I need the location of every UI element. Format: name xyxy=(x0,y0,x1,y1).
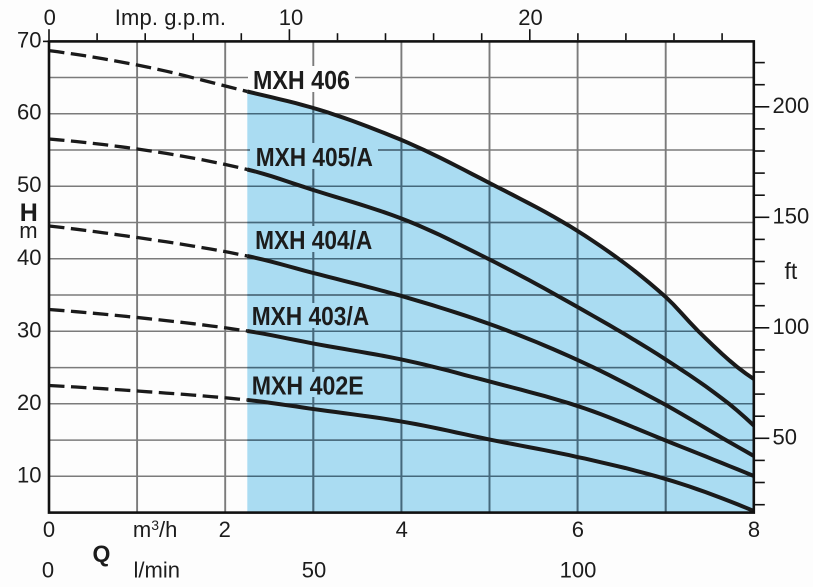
svg-text:2: 2 xyxy=(219,517,231,542)
svg-text:0: 0 xyxy=(42,557,54,582)
svg-text:30: 30 xyxy=(17,317,41,342)
svg-text:50: 50 xyxy=(17,172,41,197)
svg-text:50: 50 xyxy=(773,425,797,450)
svg-text:0: 0 xyxy=(44,5,56,30)
svg-text:MXH 402E: MXH 402E xyxy=(252,372,364,400)
svg-text:60: 60 xyxy=(17,100,41,125)
svg-text:8: 8 xyxy=(748,517,760,542)
svg-text:4: 4 xyxy=(396,517,408,542)
svg-text:m: m xyxy=(19,218,37,243)
svg-text:MXH 405/A: MXH 405/A xyxy=(256,144,373,172)
svg-text:150: 150 xyxy=(773,204,810,229)
svg-text:100: 100 xyxy=(560,557,597,582)
svg-text:l/min: l/min xyxy=(134,557,180,582)
svg-text:40: 40 xyxy=(17,245,41,270)
svg-text:10: 10 xyxy=(17,462,41,487)
svg-text:10: 10 xyxy=(279,5,303,30)
svg-text:ft: ft xyxy=(785,258,798,284)
svg-text:70: 70 xyxy=(17,27,41,52)
svg-text:0: 0 xyxy=(43,517,55,542)
svg-text:MXH 406: MXH 406 xyxy=(253,67,350,95)
svg-text:20: 20 xyxy=(518,5,542,30)
svg-text:6: 6 xyxy=(572,517,584,542)
svg-text:H: H xyxy=(20,199,38,227)
svg-text:MXH 403/A: MXH 403/A xyxy=(252,303,370,331)
svg-text:20: 20 xyxy=(17,390,41,415)
svg-text:Q: Q xyxy=(93,541,111,567)
svg-text:200: 200 xyxy=(773,93,810,118)
svg-text:50: 50 xyxy=(302,557,326,582)
svg-text:MXH 404/A: MXH 404/A xyxy=(255,227,372,255)
svg-text:Imp. g.p.m.: Imp. g.p.m. xyxy=(115,5,226,30)
svg-text:100: 100 xyxy=(773,314,810,339)
